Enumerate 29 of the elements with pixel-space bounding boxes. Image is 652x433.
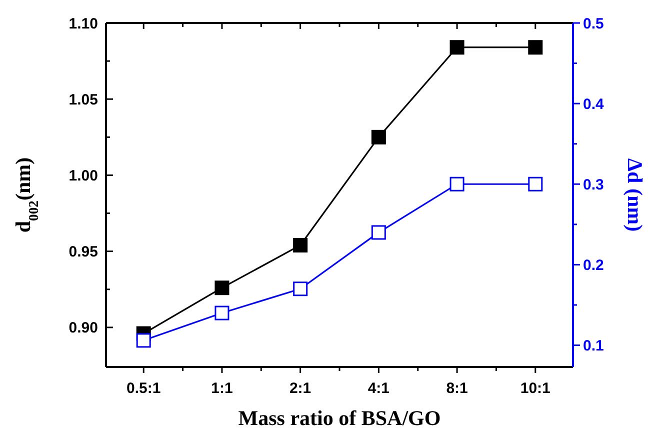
y-tick-label: 1.00 — [68, 167, 98, 184]
point — [371, 130, 386, 144]
y-tick-label: 1.10 — [68, 15, 98, 32]
point — [293, 282, 308, 296]
y2-axis-title: Δd (nm) — [623, 158, 647, 232]
point — [450, 40, 464, 55]
point — [528, 40, 543, 55]
y-tick-label: 1.05 — [68, 91, 98, 108]
y2-tick-label: 0.2 — [583, 256, 604, 274]
x-axis-title: Mass ratio of BSA/GO — [238, 406, 441, 430]
x-tick-label: 10:1 — [520, 380, 550, 397]
y2-tick-label: 0.1 — [583, 338, 604, 354]
y2-tick-label: 0.5 — [583, 15, 604, 32]
x-tick-label: 8:1 — [446, 380, 468, 397]
point — [214, 306, 230, 320]
y2-tick-label: 0.4 — [583, 96, 605, 113]
y-tick-label: 0.95 — [68, 244, 98, 261]
y2-tick-label: 0.3 — [583, 176, 604, 194]
x-tick-label: 2:1 — [289, 380, 312, 397]
point — [371, 225, 386, 240]
point — [136, 333, 151, 348]
point — [528, 176, 543, 192]
point — [450, 176, 464, 192]
x-tick-label: 0.5:1 — [126, 380, 161, 397]
point — [293, 238, 308, 252]
point — [214, 280, 230, 296]
x-tick-label: 4:1 — [368, 380, 390, 397]
x-tick-label: 1:1 — [211, 380, 233, 397]
y-tick-label: 0.90 — [68, 320, 98, 337]
